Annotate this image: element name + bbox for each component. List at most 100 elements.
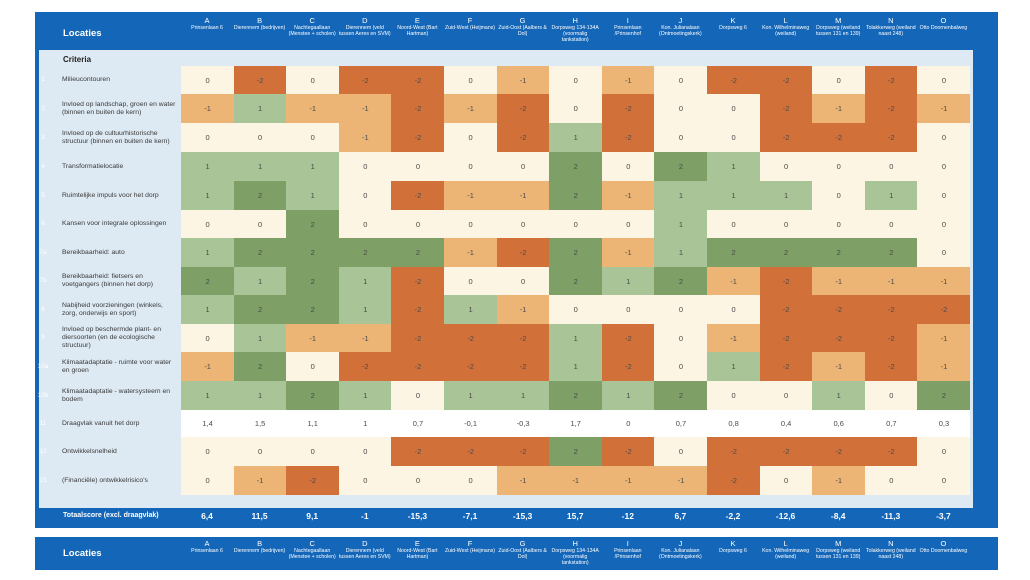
score-cell: 2 <box>812 238 866 267</box>
score-cell: -1 <box>601 181 655 210</box>
score-cell: 1 <box>654 238 708 267</box>
criterion-label: Bereikbaarheid: auto <box>62 248 125 256</box>
score-cell: 0 <box>338 437 392 466</box>
score-cell: -1 <box>601 238 655 267</box>
column-header-e: E Noord-West (Bart Hartman) <box>391 16 443 37</box>
score-cell: 2 <box>233 238 287 267</box>
score-cell: -2 <box>496 324 550 352</box>
score-cell: -1 <box>707 267 761 295</box>
row-number: 10b <box>37 391 49 399</box>
column-header-i: I Prinsenlaan /Prinsenhof <box>602 16 654 37</box>
score-cell: 0 <box>496 210 550 238</box>
score-cell: 0 <box>707 123 761 152</box>
criterion-label: Klimaatadaptatie - watersysteem en bodem <box>62 387 171 403</box>
score-cell: -1 <box>549 466 603 495</box>
score-cell: -1 <box>496 181 550 210</box>
score-cell: -2 <box>338 352 392 381</box>
row-number: 7b <box>39 277 47 284</box>
score-cell: 0 <box>917 238 971 267</box>
score-cell: 1 <box>181 181 235 210</box>
column-header-n: N Tolakkerweg (weiland naast 248) <box>865 16 917 37</box>
score-cell: -2 <box>864 94 918 123</box>
score-cell: -1 <box>233 466 287 495</box>
score-cell: 0 <box>917 66 971 94</box>
score-cell: -2 <box>864 123 918 152</box>
column-name: Zuid-West (Heijmans) <box>444 25 496 31</box>
score-cell: 1 <box>233 267 287 295</box>
score-cell: 2 <box>654 152 708 181</box>
score-cell: -2 <box>601 94 655 123</box>
total-score: -12,6 <box>775 511 796 521</box>
score-cell: -1 <box>181 94 235 123</box>
score-cell: 0 <box>654 437 708 466</box>
score-cell: -0,1 <box>444 410 498 437</box>
criterion-label: Invloed op beschermde plant- en diersoor… <box>62 326 161 349</box>
score-cell: 2 <box>654 381 708 410</box>
column-letter: A <box>204 16 210 25</box>
score-cell: 1 <box>181 381 235 410</box>
score-cell: 0 <box>864 381 918 410</box>
column-name: Tolakkerweg (weiland naast 248) <box>866 548 916 560</box>
score-cell: -1 <box>444 238 498 267</box>
row-number: 8 <box>41 305 45 313</box>
column-letter: E <box>414 539 420 548</box>
score-cell: 2 <box>233 295 287 324</box>
score-cell: -1 <box>496 66 550 94</box>
total-score: -7,1 <box>462 511 478 521</box>
header-title: Locaties <box>63 28 102 39</box>
column-name: Zuid-Oost (Aalbers & Dol) <box>498 25 547 37</box>
score-cell: 0 <box>444 210 498 238</box>
criterion-label: Invloed op landschap, groen en water (bi… <box>62 100 176 116</box>
score-cell: 0 <box>181 324 235 352</box>
score-cell: -2 <box>496 238 550 267</box>
score-cell: -1 <box>444 94 498 123</box>
criterion-label: Transformatielocatie <box>62 162 124 170</box>
score-cell: 0 <box>444 66 498 94</box>
column-name: Dierennem (bedrijven) <box>233 25 286 31</box>
score-cell: 0,7 <box>391 410 445 437</box>
column-name: Dorpsweg (weiland tussen 131 en 139) <box>815 548 861 560</box>
total-score: -12 <box>621 511 634 521</box>
score-cell: 0 <box>917 210 971 238</box>
row-number: 12 <box>39 447 47 455</box>
score-cell: 2 <box>286 238 340 267</box>
row-number: 7a <box>39 248 47 256</box>
score-cell: 0 <box>654 295 708 324</box>
score-cell: 0 <box>759 210 813 238</box>
score-cell: -1 <box>338 324 392 352</box>
score-cell: 0 <box>391 210 445 238</box>
row-number: 6 <box>41 220 45 227</box>
score-cell: 1,1 <box>286 410 340 437</box>
score-cell: 1 <box>549 324 603 352</box>
score-cell: -2 <box>759 295 813 324</box>
column-name: Kon. Wilhelminaweg (weiland) <box>762 548 810 560</box>
score-cell: 0,4 <box>759 410 813 437</box>
score-cell: 0 <box>654 352 708 381</box>
score-cell: 0 <box>654 324 708 352</box>
column-name: Dorpsweg 134-134A (voormalig tankstation… <box>551 25 599 43</box>
column-name: Kon. Wilhelminaweg (weiland) <box>762 25 810 37</box>
column-name: Dorpsweg (weiland tussen 131 en 139) <box>815 25 861 37</box>
score-cell: -2 <box>864 324 918 352</box>
score-cell: -2 <box>601 123 655 152</box>
column-letter: M <box>835 539 842 548</box>
score-cell: -1 <box>338 123 392 152</box>
score-cell: 0 <box>549 66 603 94</box>
row-number: 1 <box>41 76 45 83</box>
score-cell: 1 <box>707 152 761 181</box>
score-cell: -2 <box>601 324 655 352</box>
score-cell: 0 <box>391 381 445 410</box>
criterion-label: Klimaatadaptatie - ruimte voor water en … <box>62 358 172 374</box>
score-cell: -2 <box>759 437 813 466</box>
score-cell: -2 <box>391 295 445 324</box>
score-cell: 2 <box>233 181 287 210</box>
score-cell: -2 <box>391 437 445 466</box>
column-name: Zuid-West (Heijmans) <box>444 548 496 554</box>
score-cell: 1 <box>601 381 655 410</box>
score-cell: 0 <box>391 466 445 495</box>
score-cell: 0 <box>707 94 761 123</box>
score-cell: 0 <box>286 352 340 381</box>
column-header-l: L Kon. Wilhelminaweg (weiland) <box>760 16 812 37</box>
score-cell: 0 <box>601 152 655 181</box>
score-cell: 2 <box>549 267 603 295</box>
